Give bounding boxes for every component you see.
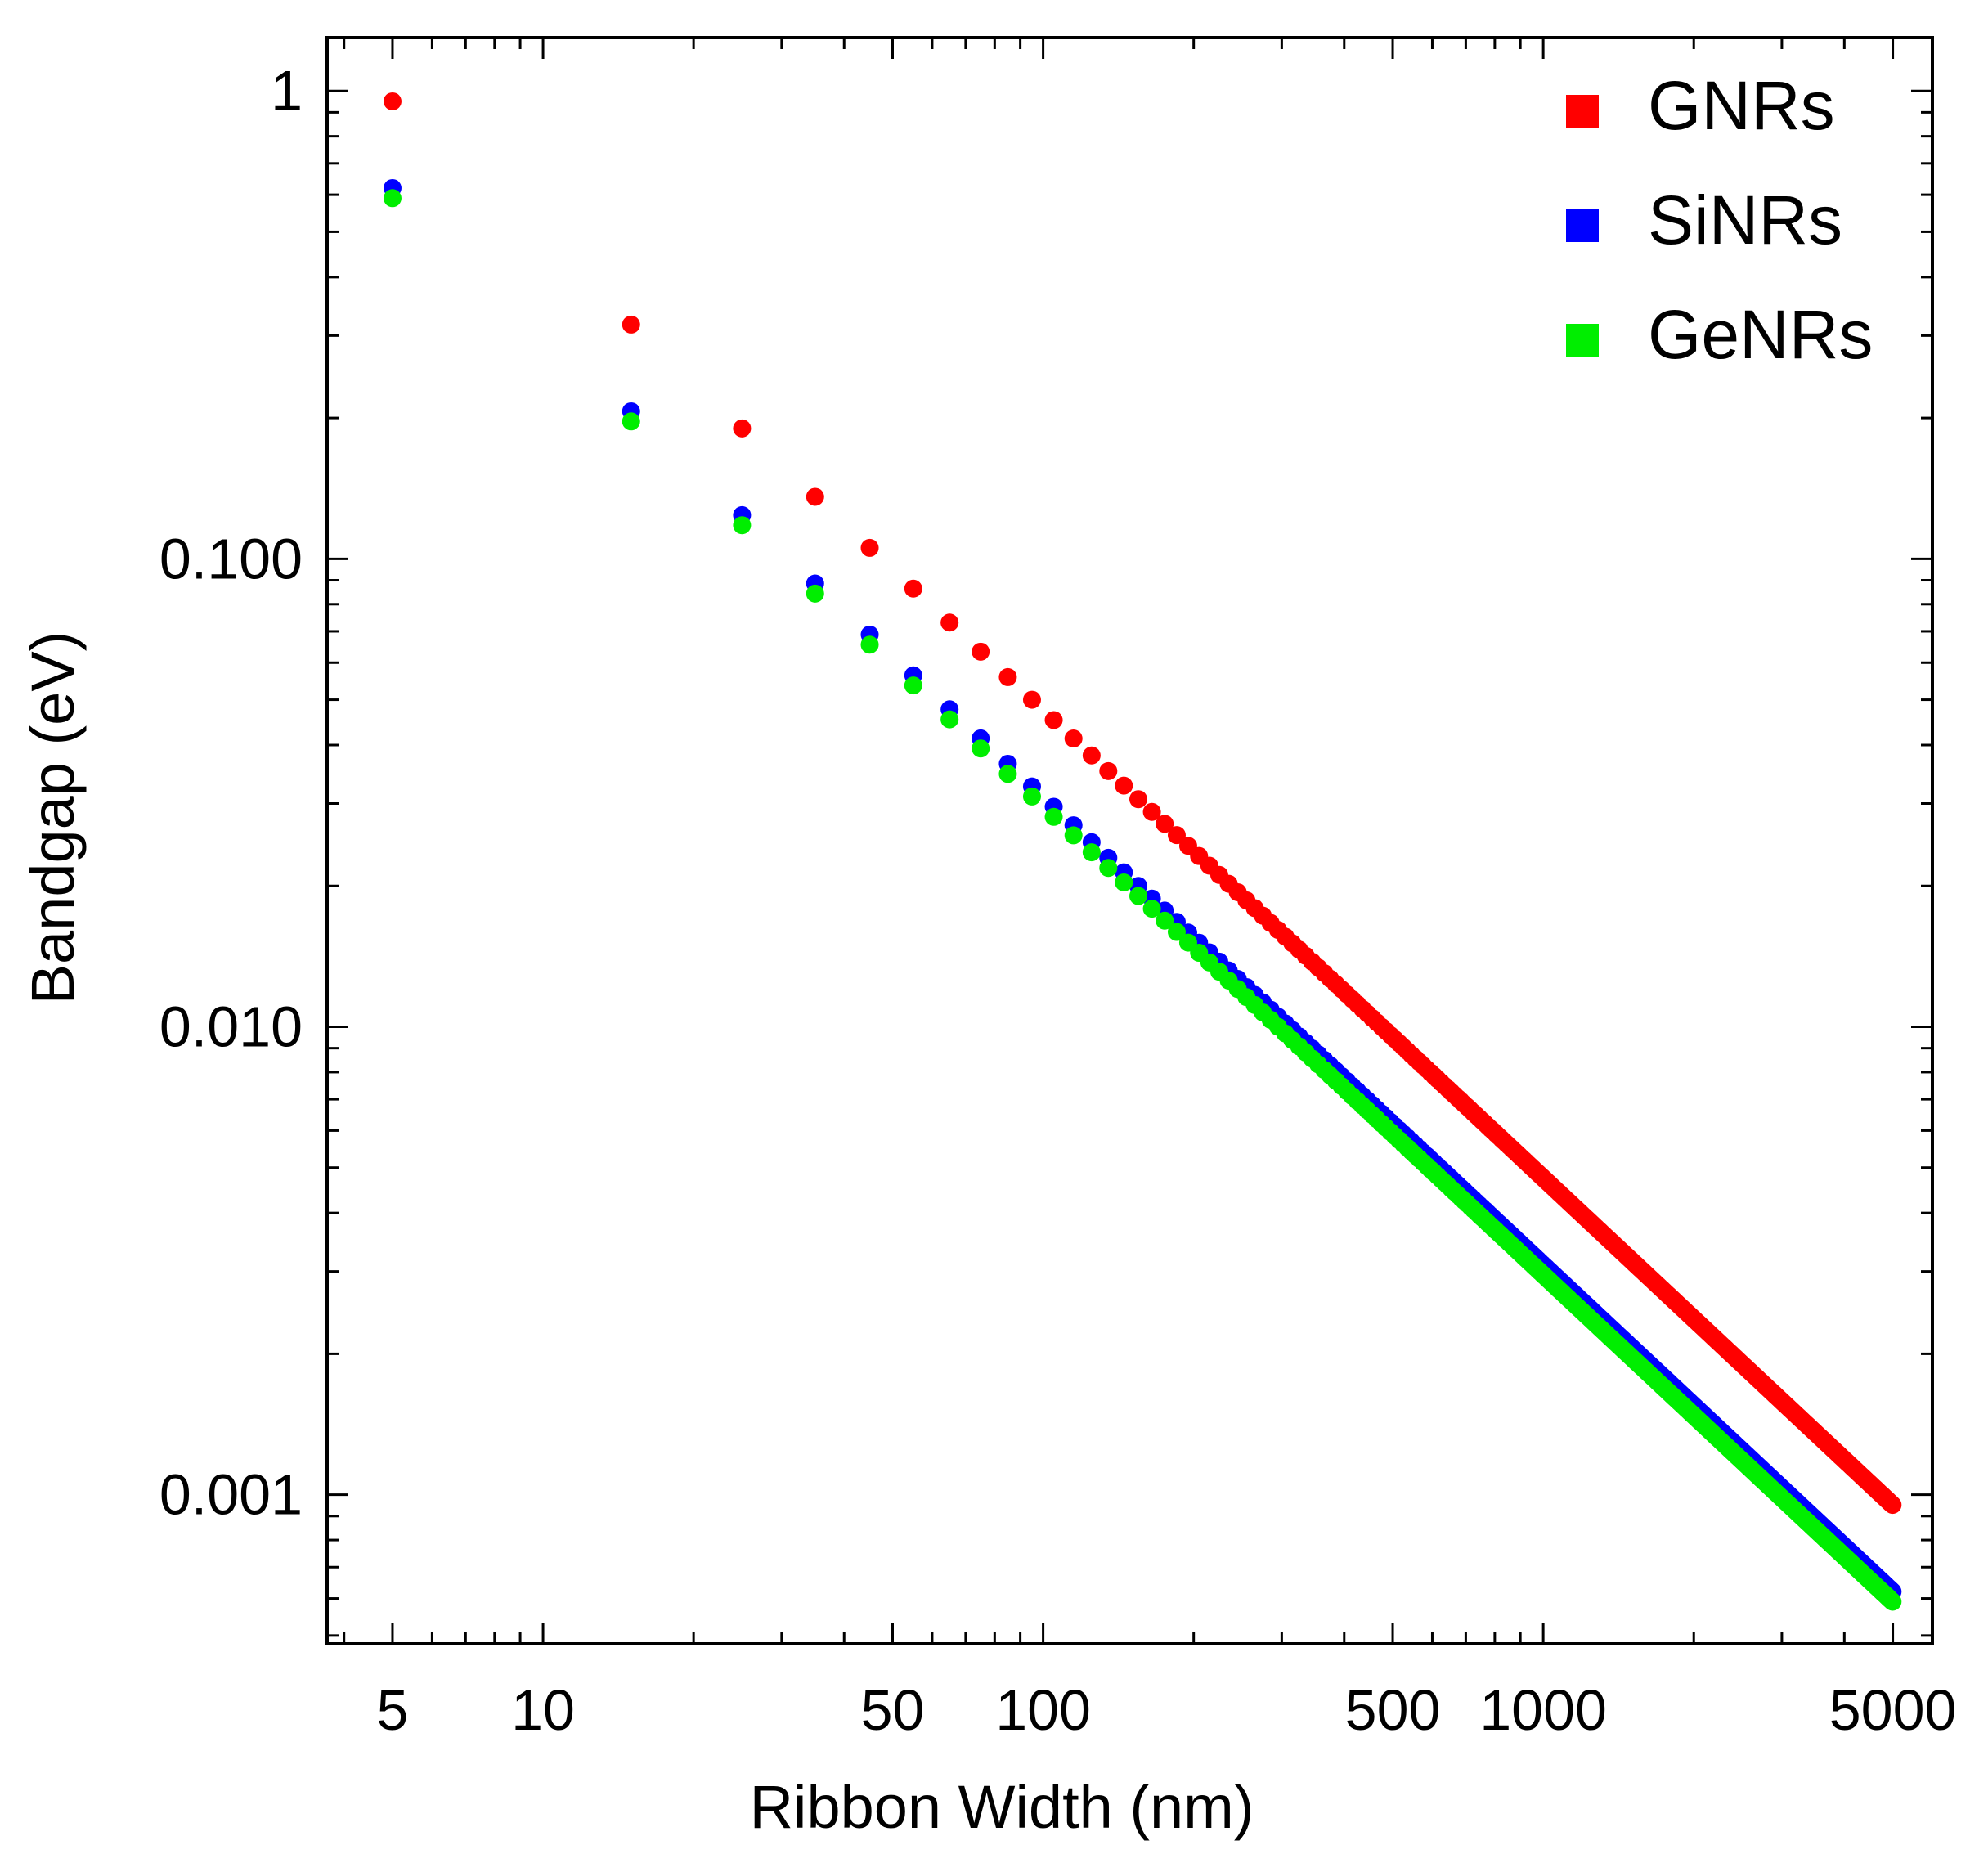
data-point <box>806 487 824 506</box>
data-point <box>1156 815 1174 833</box>
y-tick-labels: 1 0.100 0.010 0.001 <box>159 59 303 1526</box>
x-axis-title: Ribbon Width (nm) <box>750 1773 1254 1841</box>
data-point <box>1167 923 1186 941</box>
data-point <box>1883 1592 1902 1611</box>
data-point <box>733 516 752 535</box>
data-point <box>383 189 402 208</box>
data-point <box>1129 790 1147 809</box>
data-point <box>1167 826 1186 845</box>
data-point <box>998 765 1017 783</box>
data-point <box>904 579 922 598</box>
data-point <box>622 315 640 334</box>
data-point <box>1156 911 1174 930</box>
legend: GNRs SiNRs GeNRs <box>1566 67 1873 373</box>
legend-label: GeNRs <box>1648 296 1873 373</box>
x-tick-label: 5000 <box>1829 1678 1957 1742</box>
data-point <box>1129 887 1147 905</box>
data-point <box>806 584 824 603</box>
data-point <box>383 92 402 110</box>
data-point <box>860 635 879 654</box>
data-point <box>972 642 990 661</box>
data-point <box>1099 761 1118 780</box>
data-point <box>1115 776 1133 795</box>
data-point <box>1064 826 1083 845</box>
data-point <box>940 613 959 632</box>
x-tick-label: 5 <box>377 1678 409 1742</box>
data-point <box>998 667 1017 686</box>
y-axis-title: Bandgap (eV) <box>19 631 87 1005</box>
data-point <box>1022 690 1041 709</box>
data-point <box>1099 859 1118 878</box>
data-point <box>1082 746 1101 765</box>
x-tick-label: 100 <box>995 1678 1091 1742</box>
data-point <box>940 710 959 729</box>
series-gnrs <box>383 92 1902 1515</box>
data-point <box>860 538 879 557</box>
minor-ticks <box>327 38 1934 1644</box>
y-tick-label: 0.010 <box>159 994 303 1058</box>
legend-label: SiNRs <box>1648 182 1842 258</box>
data-point <box>1142 802 1161 821</box>
x-tick-label: 50 <box>861 1678 925 1742</box>
data-point <box>1044 711 1063 729</box>
x-tick-label: 1000 <box>1479 1678 1607 1742</box>
data-point <box>1044 807 1063 826</box>
legend-label: GNRs <box>1648 67 1835 144</box>
data-point <box>1883 1496 1902 1515</box>
x-tick-label: 500 <box>1345 1678 1441 1742</box>
data-point <box>1022 787 1041 806</box>
y-tick-label: 1 <box>271 59 303 123</box>
legend-swatch <box>1566 209 1599 242</box>
series-genrs <box>383 189 1902 1611</box>
legend-swatch <box>1566 324 1599 357</box>
data-point <box>622 412 640 431</box>
plot-frame <box>325 36 1934 1645</box>
data-point <box>972 739 990 758</box>
x-tick-label: 10 <box>511 1678 575 1742</box>
data-point <box>733 419 752 438</box>
data-point <box>904 676 922 695</box>
y-tick-label: 0.001 <box>159 1463 303 1527</box>
y-tick-label: 0.100 <box>159 527 303 590</box>
data-point <box>1064 729 1083 748</box>
data-point <box>1142 900 1161 918</box>
data-point <box>1082 843 1101 862</box>
data-point <box>1115 873 1133 891</box>
data-points <box>383 92 1902 1611</box>
x-tick-labels: 5 10 50 100 500 1000 5000 <box>377 1678 1957 1742</box>
legend-swatch <box>1566 95 1599 128</box>
